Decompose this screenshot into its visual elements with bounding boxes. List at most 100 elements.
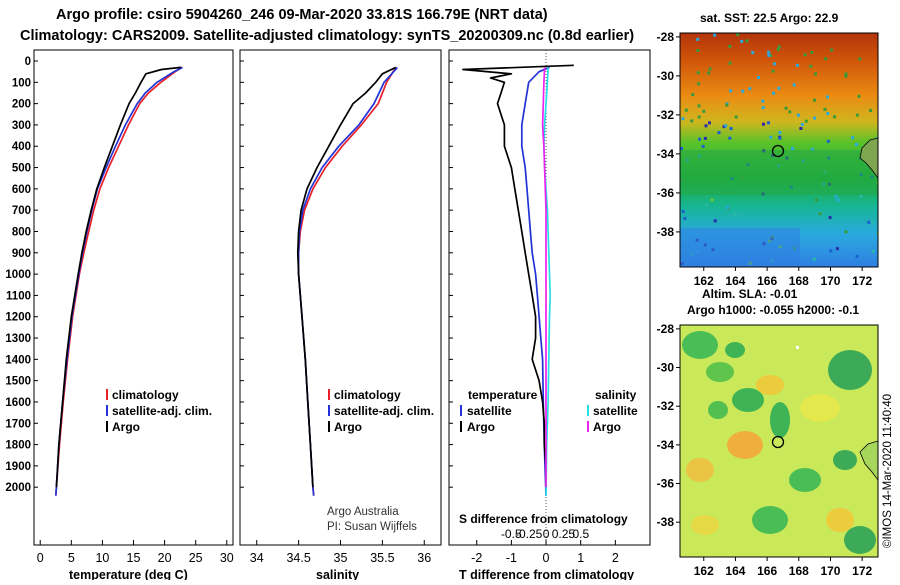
legend-swatch-t-satellite: [460, 405, 462, 416]
sst-speckle: [696, 71, 700, 75]
sst-speckle: [824, 57, 828, 61]
x-tick-label: 35.5: [370, 551, 394, 565]
legend-title-temperature: temperature: [468, 388, 538, 402]
y-tick-label: 2000: [5, 482, 31, 494]
map-y-tick-label: -36: [657, 186, 675, 200]
sst-speckle: [818, 212, 822, 216]
sst-speckle: [684, 108, 688, 112]
map-x-tick-label: 168: [789, 274, 809, 288]
sst-axes: 162 164 166 168 170 172 -28 -30 -32 -34 -36 -38: [657, 30, 873, 288]
sla-blob: [826, 508, 854, 532]
sla-blob: [800, 394, 840, 422]
sla-map-title-line1: Altim. SLA: -0.01: [702, 287, 798, 301]
sst-speckle: [826, 95, 829, 99]
sst-speckle: [826, 112, 830, 115]
sst-speckle: [745, 39, 749, 43]
sst-speckle: [812, 257, 816, 261]
y-tick-label: 1900: [5, 461, 31, 473]
sst-speckle: [708, 121, 711, 125]
y-tick-label: 1600: [5, 397, 31, 409]
sst-speckle: [851, 136, 855, 140]
sla-blob: [706, 362, 734, 382]
sst-speckle: [697, 104, 701, 108]
sst-speckle: [761, 106, 765, 110]
map-x-tick-label: 162: [694, 274, 714, 288]
sst-speckle: [740, 39, 744, 43]
legend-swatch-satellite: [106, 405, 108, 416]
sst-speckle: [767, 53, 771, 57]
sla-blob: [725, 342, 745, 358]
sst-speckle: [844, 74, 848, 78]
map-y-tick-label: -32: [657, 399, 675, 413]
sst-speckle: [761, 99, 765, 103]
legend-label-t-argo: Argo: [467, 420, 495, 434]
sst-speckle: [855, 143, 859, 147]
sst-speckle: [844, 72, 848, 76]
sst-speckle: [855, 254, 859, 258]
sst-speckle: [772, 62, 776, 66]
y-tick-label: 1700: [5, 418, 31, 430]
sla-blob: [844, 526, 876, 554]
series-line-argo: [296, 66, 397, 488]
y-tick-label: 1000: [5, 269, 31, 281]
sst-speckle: [803, 53, 807, 57]
sst-speckle: [784, 106, 788, 110]
sst-speckle: [810, 50, 814, 54]
sst-band-blue: [680, 228, 800, 267]
legend-swatch-climatology: [328, 389, 330, 400]
difference-axes: -2 -1 0 1 2: [449, 50, 619, 565]
sst-speckle: [800, 122, 804, 126]
sst-speckle: [728, 136, 732, 140]
map-x-tick-label: 168: [789, 564, 809, 578]
figure-title-line2: Climatology: CARS2009. Satellite-adjuste…: [20, 28, 634, 44]
sst-speckle: [725, 103, 729, 107]
legend-swatch-s-argo: [587, 421, 589, 432]
map-y-tick-label: -28: [657, 30, 675, 44]
sst-speckle: [728, 61, 732, 65]
sst-speckle: [813, 98, 816, 102]
difference-xlabel: T difference from climatology: [459, 568, 634, 580]
sst-frame: [679, 32, 879, 268]
salinity-legend: climatology satellite-adj. clim. Argo: [328, 388, 434, 434]
sst-speckle: [826, 139, 830, 143]
sla-blob: [770, 402, 790, 438]
s-tick-label: -0.5: [501, 527, 522, 541]
imos-stamp: ©IMOS 14-Mar-2020 11:40:40: [882, 394, 894, 548]
sst-speckle: [833, 115, 836, 119]
difference-panel: -2 -1 0 1 2 temperature salinity satellite A…: [448, 49, 651, 582]
map-x-tick-label: 164: [725, 274, 745, 288]
sst-speckle: [815, 198, 818, 202]
x-tick-label: 0: [543, 551, 550, 565]
y-tick-label: 700: [12, 205, 31, 217]
salinity-panel: 34 34.5 35 35.5 36 climatology satellite-adj…: [239, 49, 442, 582]
sst-speckle: [748, 87, 752, 91]
map-y-tick-label: -30: [657, 69, 675, 83]
sst-speckle: [814, 72, 817, 76]
x-tick-label: 30: [220, 551, 234, 565]
sla-blob: [732, 388, 764, 412]
legend-label-s-satellite: satellite: [593, 404, 638, 418]
x-tick-label: 25: [189, 551, 203, 565]
sst-speckle: [859, 194, 863, 198]
map-y-tick-label: -36: [657, 477, 675, 491]
sst-speckle: [757, 76, 760, 79]
sst-speckle: [772, 91, 776, 95]
sst-speckle: [858, 57, 862, 61]
map-y-tick-label: -38: [657, 515, 675, 529]
legend-label-climatology: climatology: [112, 388, 179, 402]
sst-speckle: [698, 137, 702, 141]
y-tick-label: 500: [12, 163, 31, 175]
legend-label-satellite: satellite-adj. clim.: [334, 404, 434, 418]
legend-swatch-t-argo: [460, 421, 462, 432]
temperature-frame: [33, 49, 234, 546]
sst-speckle: [809, 64, 813, 68]
sst-speckle: [762, 122, 765, 126]
sst-speckle: [703, 136, 707, 140]
sst-speckle: [844, 230, 848, 234]
legend-label-argo: Argo: [112, 420, 140, 434]
sst-speckle: [683, 217, 687, 220]
x-tick-label: -2: [471, 551, 482, 565]
y-tick-label: 200: [12, 99, 31, 111]
sla-blob: [756, 375, 784, 395]
